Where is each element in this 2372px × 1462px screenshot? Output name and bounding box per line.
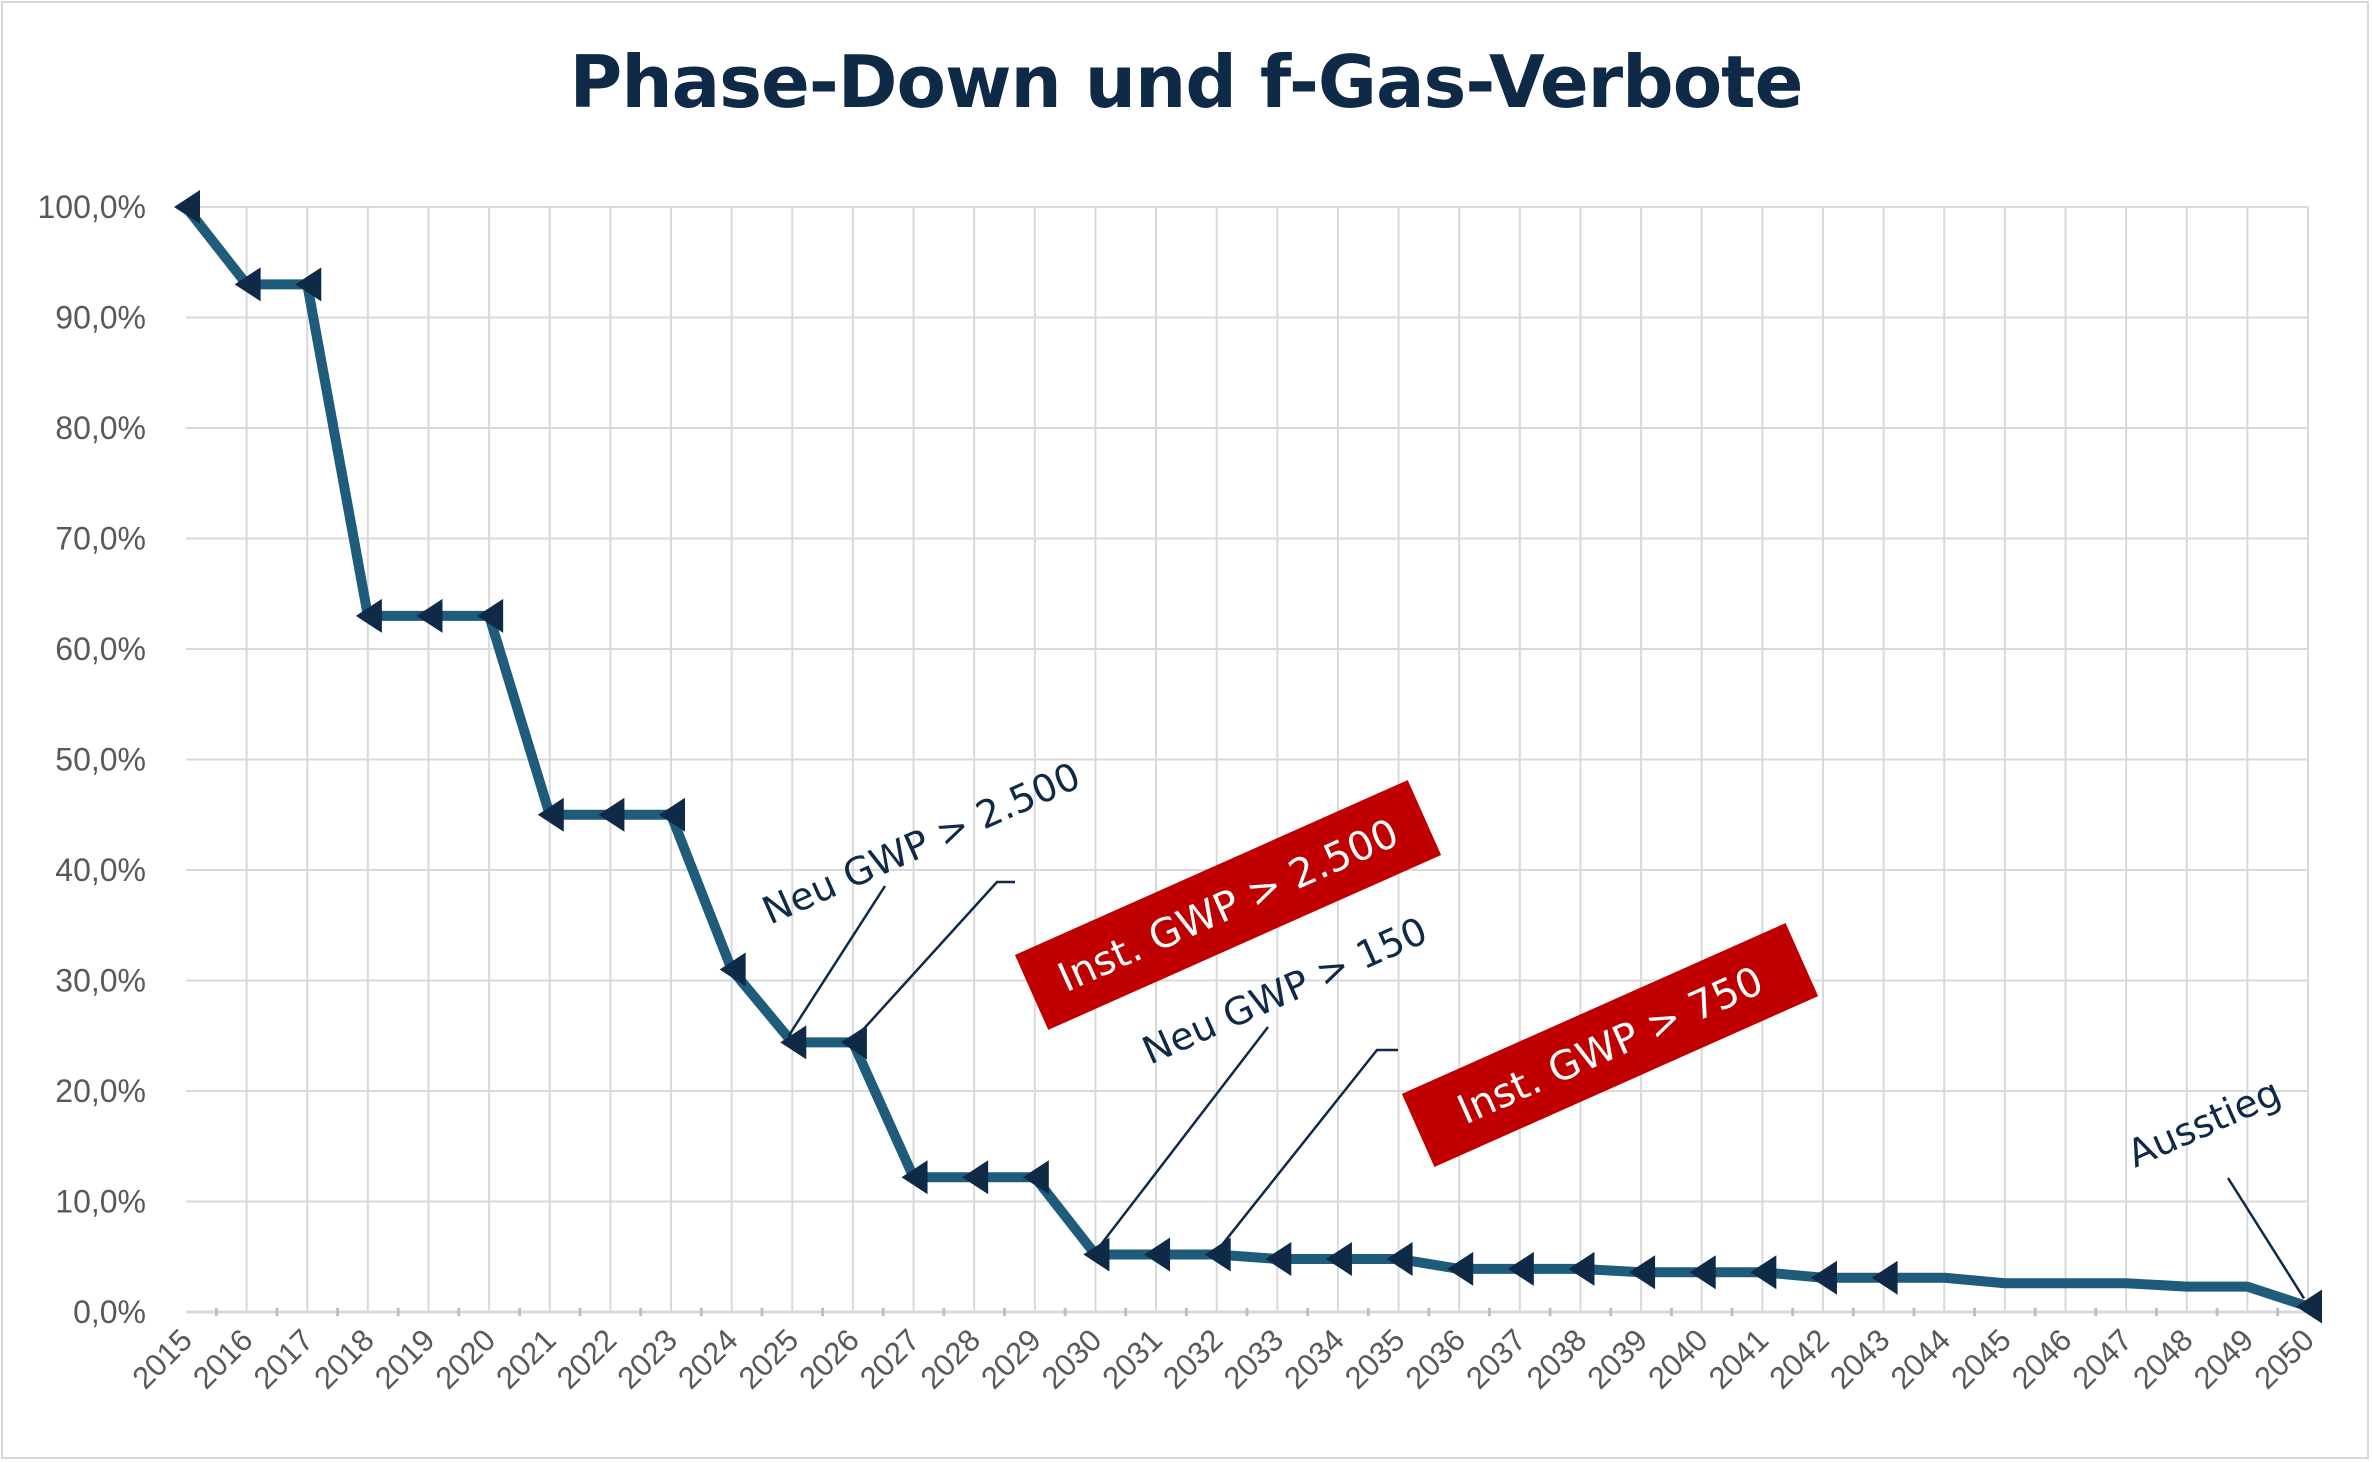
x-tick-label: 2035 [1338, 1322, 1412, 1396]
y-tick-label: 0,0% [73, 1294, 146, 1330]
x-tick-label: 2033 [1217, 1322, 1291, 1396]
annotation-neu-gwp-2500: Neu GWP > 2.500 [756, 754, 1087, 934]
y-tick-labels: 0,0% 10,0% 20,0% 30,0% 40,0% 50,0% 60,0% 70,0% 8… [37, 189, 146, 1330]
annotation-inst-gwp-2500-box [1014, 780, 1442, 1030]
data-point-marker [1750, 1255, 1777, 1290]
y-tick-label: 50,0% [55, 742, 146, 778]
y-tick-label: 10,0% [55, 1184, 146, 1220]
data-point-marker [1447, 1251, 1474, 1286]
data-point-marker [1144, 1237, 1171, 1272]
annotation-inst-gwp-750-text: Inst. GWP > 750 [1451, 958, 1770, 1134]
data-point-marker [355, 598, 382, 633]
chart-title: Phase-Down und f-Gas-Verbote [569, 40, 1804, 124]
x-tick-label: 2049 [2187, 1322, 2261, 1396]
data-point-marker [901, 1160, 928, 1195]
x-tick-label: 2032 [1156, 1322, 1230, 1396]
y-tick-label: 70,0% [55, 521, 146, 557]
x-tick-label: 2016 [186, 1322, 260, 1396]
annotation-inst-gwp-750-box [1401, 923, 1819, 1167]
x-tick-label: 2036 [1399, 1322, 1473, 1396]
x-tick-label: 2022 [550, 1322, 624, 1396]
x-tick-label: 2024 [671, 1322, 745, 1396]
x-tick-label: 2041 [1702, 1322, 1776, 1396]
data-point-marker [1568, 1251, 1595, 1286]
data-point-marker [1507, 1251, 1534, 1286]
x-tick-label: 2015 [125, 1322, 199, 1396]
x-tick-label: 2021 [489, 1322, 563, 1396]
x-tick-label: 2020 [429, 1322, 503, 1396]
data-point-marker [537, 797, 564, 832]
y-tick-label: 20,0% [55, 1073, 146, 1109]
data-point-marker [1629, 1255, 1656, 1290]
data-point-marker [234, 267, 261, 302]
y-tick-label: 60,0% [55, 631, 146, 667]
data-point-marker [962, 1160, 989, 1195]
x-tick-label: 2019 [368, 1322, 442, 1396]
data-point-marker [1022, 1160, 1049, 1195]
annotation-arrow [1098, 1026, 1269, 1248]
y-tick-label: 80,0% [55, 410, 146, 446]
data-point-marker [780, 1025, 807, 1060]
x-tick-label: 2050 [2247, 1322, 2321, 1396]
annotation-arrow [2226, 1177, 2306, 1300]
data-point-marker [1325, 1241, 1352, 1276]
x-tick-labels: 2015201620172018201920202021202220232024… [125, 1322, 2321, 1396]
x-tick-label: 2045 [1944, 1322, 2018, 1396]
x-tick-label: 2034 [1277, 1322, 1351, 1396]
x-tick-label: 2027 [853, 1322, 927, 1396]
data-point-marker [295, 267, 322, 302]
annotation-arrow [855, 880, 1015, 1038]
data-point-marker [659, 797, 686, 832]
grid [186, 206, 2309, 1316]
markers-group [174, 190, 2322, 1324]
x-tick-label: 2030 [1035, 1322, 1109, 1396]
annotation-ausstieg: Ausstieg [2121, 1070, 2287, 1176]
x-tick-label: 2031 [1095, 1322, 1169, 1396]
x-tick-label: 2029 [974, 1322, 1048, 1396]
data-point-marker [1871, 1260, 1898, 1295]
annotation-inst-gwp-750: Inst. GWP > 750 [1401, 923, 1819, 1167]
x-tick-label: 2042 [1762, 1322, 1836, 1396]
x-tick-label: 2028 [914, 1322, 988, 1396]
data-point-marker [416, 598, 443, 633]
x-tick-label: 2018 [307, 1322, 381, 1396]
series-line [181, 202, 2313, 1312]
data-point-marker [1265, 1241, 1292, 1276]
y-tick-label: 90,0% [55, 300, 146, 336]
x-tick-label: 2038 [1520, 1322, 1594, 1396]
data-point-marker [1204, 1237, 1231, 1272]
x-tick-label: 2047 [2066, 1322, 2140, 1396]
data-point-marker [598, 797, 625, 832]
x-tick-label: 2026 [792, 1322, 866, 1396]
y-tick-label: 100,0% [37, 189, 146, 225]
data-point-marker [1810, 1260, 1837, 1295]
x-tick-label: 2037 [1459, 1322, 1533, 1396]
y-tick-label: 30,0% [55, 963, 146, 999]
x-tick-label: 2023 [610, 1322, 684, 1396]
x-tick-label: 2017 [247, 1322, 321, 1396]
x-tick-label: 2040 [1641, 1322, 1715, 1396]
x-tick-label: 2048 [2126, 1322, 2200, 1396]
x-tick-label: 2044 [1884, 1322, 1958, 1396]
data-point-marker [2296, 1289, 2322, 1324]
data-point-marker [1386, 1241, 1413, 1276]
data-point-marker [1083, 1237, 1110, 1272]
x-tick-label: 2046 [2005, 1322, 2079, 1396]
annotation-arrow [1219, 1048, 1398, 1248]
data-point-marker [719, 952, 746, 987]
series-line-group [181, 202, 2313, 1312]
data-point-marker [1689, 1255, 1716, 1290]
y-tick-label: 40,0% [55, 852, 146, 888]
x-tick-label: 2039 [1581, 1322, 1655, 1396]
data-point-marker [477, 598, 504, 633]
annotation-arrow [787, 885, 887, 1038]
data-point-marker [174, 190, 200, 224]
x-tick-label: 2025 [732, 1322, 806, 1396]
x-tick-label: 2043 [1823, 1322, 1897, 1396]
